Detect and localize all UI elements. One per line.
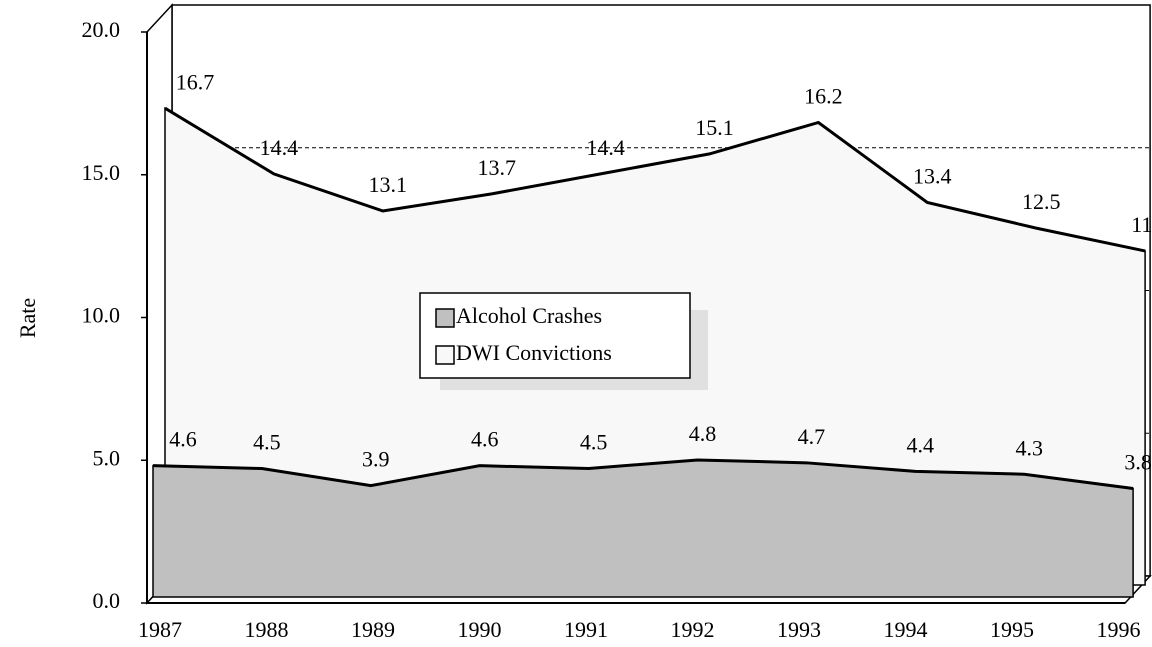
x-tick-label: 1988	[245, 617, 289, 642]
area	[152, 459, 1134, 598]
y-tick-label: 15.0	[82, 160, 121, 185]
data-label: 3.8	[1124, 450, 1152, 475]
area-top-line	[164, 106, 1146, 253]
data-label: 13.4	[913, 163, 952, 188]
legend-label: DWI Convictions	[456, 340, 612, 365]
data-label: 14.4	[260, 135, 299, 160]
x-tick-label: 1996	[1097, 617, 1141, 642]
data-label: 15.1	[695, 115, 734, 140]
x-tick-label: 1990	[458, 617, 502, 642]
data-label: 16.7	[176, 69, 215, 94]
area-top-line	[152, 458, 1134, 490]
data-label: 4.4	[907, 432, 935, 457]
x-tick-label: 1989	[351, 617, 395, 642]
x-tick-label: 1987	[138, 617, 182, 642]
data-label: 13.7	[477, 155, 516, 180]
data-label: 4.5	[253, 430, 281, 455]
data-label: 3.9	[362, 447, 390, 472]
data-label: 13.1	[369, 172, 408, 197]
data-label: 11.7	[1131, 212, 1152, 237]
data-label: 14.4	[586, 135, 625, 160]
data-label: 4.7	[798, 424, 826, 449]
x-tick-label: 1994	[884, 617, 928, 642]
x-tick-label: 1995	[990, 617, 1034, 642]
data-label: 4.6	[169, 427, 197, 452]
legend-swatch	[435, 345, 455, 365]
data-label: 12.5	[1022, 189, 1061, 214]
legend-box	[419, 292, 691, 379]
x-tick-label: 1992	[671, 617, 715, 642]
legend: Alcohol Crashes DWI Convictions	[419, 292, 708, 390]
legend-swatch	[435, 308, 455, 328]
y-tick-label: 20.0	[82, 17, 121, 42]
y-axis-label: Rate	[15, 298, 40, 338]
legend-label: Alcohol Crashes	[456, 303, 602, 328]
data-label: 16.2	[804, 84, 843, 109]
data-label: 4.8	[689, 421, 717, 446]
x-tick-label: 1993	[777, 617, 821, 642]
data-label: 4.6	[471, 427, 499, 452]
x-tick-label: 1991	[564, 617, 608, 642]
y-tick-label: 10.0	[82, 303, 121, 328]
data-label: 4.3	[1015, 435, 1043, 460]
data-label: 4.5	[580, 430, 608, 455]
y-tick-label: 5.0	[93, 445, 121, 470]
y-tick-label: 0.0	[93, 588, 121, 613]
